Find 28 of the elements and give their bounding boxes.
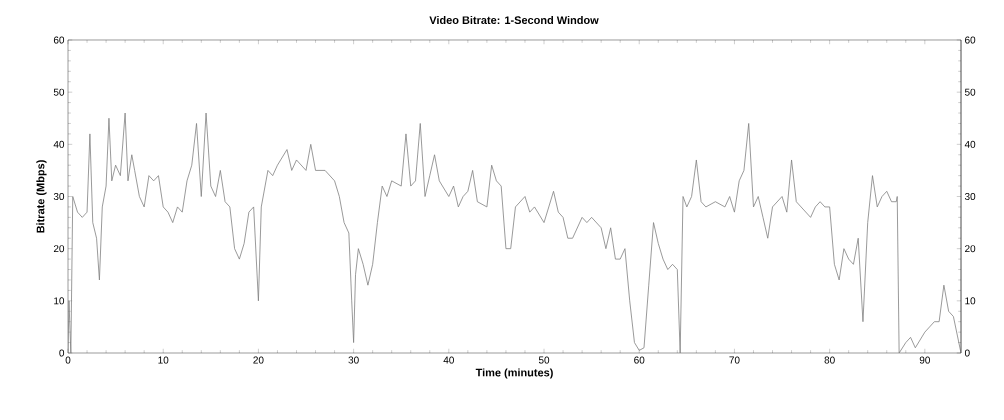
y-axis-title: Bitrate (Mbps) xyxy=(36,160,47,233)
y2-tick-label: 60 xyxy=(965,36,976,44)
x-tick-label: 40 xyxy=(443,356,454,364)
line-series xyxy=(68,112,962,353)
x-tick-label: 50 xyxy=(538,356,550,364)
y-tick-label: 40 xyxy=(53,140,65,148)
y2-tick-label: 20 xyxy=(965,245,976,253)
y-tick-label: 30 xyxy=(53,192,65,201)
y-tick-label: 10 xyxy=(54,297,65,305)
y-tick-label: 20 xyxy=(53,245,65,253)
x-tick-label: 20 xyxy=(253,356,264,364)
y2-tick-label: 30 xyxy=(964,192,976,201)
y2-tick-label: 50 xyxy=(964,88,976,96)
x-tick-label: 10 xyxy=(158,356,169,364)
x-tick-label: 60 xyxy=(634,356,645,364)
y-tick-label: 0 xyxy=(59,349,65,357)
x-tick-label: 90 xyxy=(919,356,930,364)
y2-tick-label: 40 xyxy=(964,140,976,148)
x-tick-label: 70 xyxy=(729,356,740,364)
y2-tick-label: 0 xyxy=(964,349,970,357)
x-tick-label: 30 xyxy=(348,356,359,364)
chart-title: Video Bitrate: 1-Second Window xyxy=(429,15,599,25)
y-tick-label: 50 xyxy=(53,88,65,96)
x-tick-label: 0 xyxy=(65,356,71,364)
y-tick-label: 60 xyxy=(53,36,65,44)
x-axis-title: Time (minutes) xyxy=(475,368,553,379)
x-tick-label: 80 xyxy=(824,356,835,364)
y2-tick-label: 10 xyxy=(965,297,976,305)
